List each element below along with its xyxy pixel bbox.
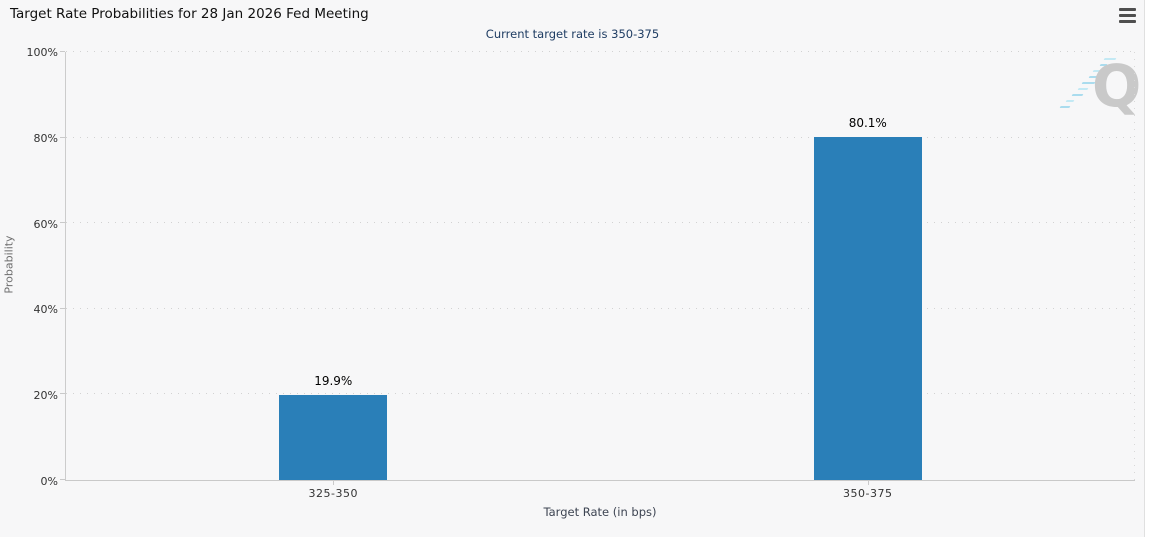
gridline bbox=[66, 393, 1135, 395]
y-tick-mark bbox=[60, 479, 65, 480]
hamburger-menu-icon[interactable] bbox=[1119, 8, 1136, 23]
x-tick-mark bbox=[867, 480, 869, 485]
probability-bar[interactable] bbox=[813, 137, 922, 480]
x-tick-label: 350-375 bbox=[843, 487, 893, 500]
y-tick-label: 0% bbox=[40, 475, 58, 488]
y-tick-label: 20% bbox=[33, 389, 58, 403]
probability-bar[interactable] bbox=[279, 394, 388, 480]
chart-title: Target Rate Probabilities for 28 Jan 202… bbox=[10, 6, 369, 22]
plot-right-border bbox=[1134, 52, 1135, 480]
y-tick-label: 60% bbox=[33, 217, 58, 231]
gridline bbox=[66, 136, 1135, 138]
x-tick-mark bbox=[333, 480, 335, 485]
watermark-letter: Q bbox=[1092, 52, 1142, 120]
y-tick-mark bbox=[60, 307, 65, 309]
y-tick-mark bbox=[60, 222, 65, 224]
quikstrike-q-logo-icon: Q bbox=[1058, 56, 1142, 122]
y-tick-mark bbox=[60, 136, 65, 138]
x-tick-label: 325-350 bbox=[308, 487, 358, 500]
plot-area: 19.9% 325-350 80.1% 350-375 bbox=[60, 51, 1135, 500]
chart-subtitle: Current target rate is 350-375 bbox=[485, 27, 660, 41]
y-axis-labels: 0% 20% 40% 60% 80% 100% bbox=[0, 46, 58, 488]
x-axis-title: Target Rate (in bps) bbox=[543, 505, 657, 519]
y-axis-title: Probability bbox=[2, 235, 16, 294]
bar-value-label: 19.9% bbox=[314, 373, 353, 388]
y-tick-mark bbox=[60, 393, 65, 395]
gridline bbox=[66, 307, 1135, 309]
y-tick-label: 80% bbox=[33, 131, 58, 145]
gridline bbox=[66, 222, 1135, 224]
y-tick-mark bbox=[60, 51, 65, 52]
gridline bbox=[66, 51, 1135, 52]
y-tick-label: 40% bbox=[33, 303, 58, 317]
bar-value-label: 80.1% bbox=[848, 116, 887, 131]
y-tick-label: 100% bbox=[26, 46, 58, 59]
